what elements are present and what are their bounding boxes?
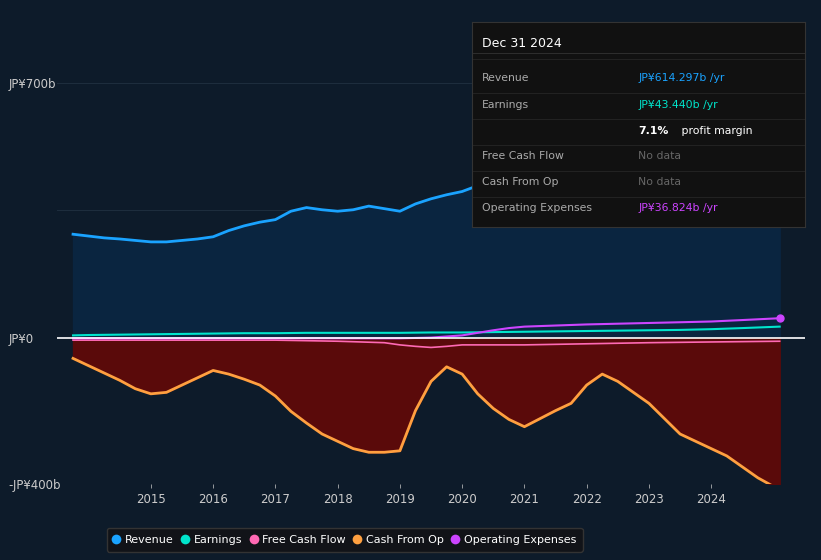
- Text: Revenue: Revenue: [482, 73, 530, 82]
- Text: 7.1%: 7.1%: [639, 126, 668, 136]
- Text: Earnings: Earnings: [482, 100, 530, 110]
- Legend: Revenue, Earnings, Free Cash Flow, Cash From Op, Operating Expenses: Revenue, Earnings, Free Cash Flow, Cash …: [107, 528, 583, 552]
- Text: Dec 31 2024: Dec 31 2024: [482, 37, 562, 50]
- Text: No data: No data: [639, 151, 681, 161]
- Text: profit margin: profit margin: [678, 126, 753, 136]
- Text: Free Cash Flow: Free Cash Flow: [482, 151, 564, 161]
- Text: Operating Expenses: Operating Expenses: [482, 203, 592, 213]
- Text: JP¥43.440b /yr: JP¥43.440b /yr: [639, 100, 718, 110]
- Text: JP¥614.297b /yr: JP¥614.297b /yr: [639, 73, 725, 82]
- Text: Cash From Op: Cash From Op: [482, 177, 558, 187]
- Text: JP¥36.824b /yr: JP¥36.824b /yr: [639, 203, 718, 213]
- Text: No data: No data: [639, 177, 681, 187]
